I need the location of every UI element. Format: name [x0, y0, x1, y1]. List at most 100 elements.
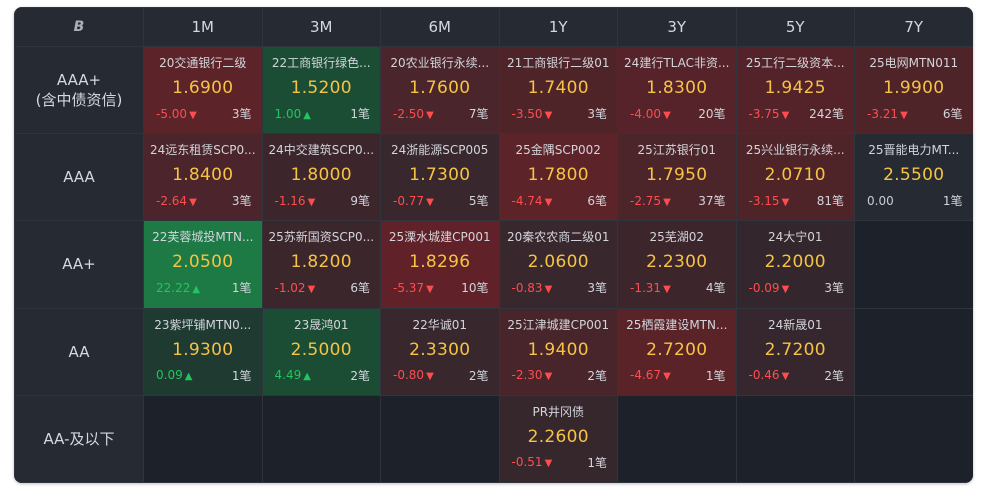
trade-count: 242笔: [809, 107, 844, 121]
bond-name[interactable]: 24中交建筑SCP0...: [268, 143, 375, 158]
bond-cell-aa-5y[interactable]: 24新晟01 2.7200 -0.46 ▼ 2笔: [735, 307, 855, 396]
bond-name[interactable]: 22华诚01: [412, 317, 468, 332]
yield-change-value: -0.46: [748, 368, 780, 383]
bond-name[interactable]: 20秦农农商二级01: [506, 230, 610, 245]
bond-cell-aaa-plus-7y[interactable]: 25电网MTN011 1.9900 -3.21 ▼ 6笔: [854, 45, 973, 135]
tenor-header-5y[interactable]: 5Y: [735, 7, 855, 47]
arrow-down-icon: ▼: [426, 283, 434, 295]
trade-count: 2笔: [350, 368, 370, 383]
tenor-header-3y[interactable]: 3Y: [617, 7, 737, 47]
rating-label-line: AAA: [63, 168, 95, 187]
bond-cell-aaa-1y[interactable]: 25金隅SCP002 1.7800 -4.74 ▼ 6笔: [498, 133, 618, 222]
bond-cell-aaa-plus-5y[interactable]: 25工行二级资本... 1.9425 -3.75 ▼ 242笔: [735, 45, 855, 135]
trade-count: 1笔: [231, 281, 252, 296]
bond-name[interactable]: 24新晟01: [767, 317, 823, 332]
rating-label-aaa: AAA: [14, 133, 144, 222]
bond-name[interactable]: 25苏新国资SCP0...: [268, 230, 375, 245]
bond-footer: -4.67 ▼ 1笔: [618, 367, 736, 384]
yield-change: -0.09 ▼: [749, 281, 790, 295]
yield-change-value: -4.67: [630, 368, 662, 383]
bond-cell-aa-6m[interactable]: 22华诚01 2.3300 -0.80 ▼ 2笔: [380, 307, 500, 396]
bond-name[interactable]: 20农业银行永续...: [390, 56, 490, 70]
rating-label-aa-plus: AA+: [14, 220, 144, 309]
bond-name[interactable]: 23紫坪铺MTN0...: [154, 317, 252, 332]
bond-footer: 0.09 ▲ 1笔: [144, 367, 262, 384]
bond-cell-aa-3y[interactable]: 25栖霞建设MTN... 2.7200 -4.67 ▼ 1笔: [617, 307, 737, 396]
bond-cell-aa-plus-3m[interactable]: 25苏新国资SCP0... 1.8200 -1.02 ▼ 6笔: [261, 220, 381, 309]
bond-cell-aa-1y[interactable]: 25江津城建CP001 1.9400 -2.30 ▼ 2笔: [498, 307, 618, 396]
rating-label-aa-minus-below: AA-及以下: [14, 394, 144, 483]
bond-name[interactable]: 23晟鸿01: [293, 317, 349, 332]
bond-name[interactable]: 22芙蓉城投MTN...: [152, 230, 254, 245]
yield-change: -0.83 ▼: [512, 281, 553, 295]
arrow-down-icon: ▼: [781, 371, 790, 383]
tenor-header-7y[interactable]: 7Y: [854, 7, 973, 47]
yield-change: -3.75 ▼: [749, 107, 790, 121]
bond-cell-aaa-3y[interactable]: 25江苏银行01 1.7950 -2.75 ▼ 37笔: [617, 133, 737, 222]
bond-name[interactable]: 25金隅SCP002: [515, 143, 601, 158]
bond-cell-aaa-7y[interactable]: 25晋能电力MT... 2.5500 0.00 1笔: [854, 133, 973, 222]
bond-cell-aaa-plus-6m[interactable]: 20农业银行永续... 1.7600 -2.50 ▼ 7笔: [380, 45, 500, 135]
trade-count: 9笔: [350, 194, 370, 209]
bond-cell-aa-1m[interactable]: 23紫坪铺MTN0... 1.9300 0.09 ▲ 1笔: [143, 307, 263, 396]
bond-name[interactable]: 24建行TLAC非资...: [624, 56, 730, 70]
bond-name[interactable]: 25电网MTN011: [869, 56, 959, 70]
bond-name[interactable]: 22工商银行绿色...: [271, 56, 371, 70]
arrow-down-icon: ▼: [189, 196, 197, 208]
tenor-header-1m[interactable]: 1M: [143, 7, 263, 47]
bond-yield: 1.9425: [764, 78, 826, 98]
bond-name[interactable]: PR井冈债: [532, 404, 585, 419]
bond-cell-aaa-plus-1y[interactable]: 21工商银行二级01 1.7400 -3.50 ▼ 3笔: [498, 45, 618, 135]
tenor-header-1y[interactable]: 1Y: [498, 7, 618, 47]
bond-cell-aaa-plus-3y[interactable]: 24建行TLAC非资... 1.8300 -4.00 ▼ 20笔: [617, 45, 737, 135]
bond-name[interactable]: 25兴业银行永续...: [745, 143, 845, 158]
trade-count: 1笔: [587, 455, 607, 470]
bond-name[interactable]: 25江苏银行01: [637, 143, 717, 158]
bond-name[interactable]: 25芜湖02: [649, 230, 705, 245]
rating-label-line: AA: [68, 342, 90, 361]
bond-yield: 1.8200: [290, 252, 352, 273]
bond-name[interactable]: 24浙能源SCP005: [391, 143, 489, 158]
rating-label-line: AAA+: [56, 71, 102, 90]
rating-row-aaa: AAA 24远东租赁SCP0... 1.8400 -2.64 ▼ 3笔 24中交建筑SCP0…: [14, 133, 973, 222]
bond-name[interactable]: 21工商银行二级01: [506, 56, 610, 70]
trade-count: 6笔: [587, 194, 607, 209]
bond-cell-aaa-1m[interactable]: 24远东租赁SCP0... 1.8400 -2.64 ▼ 3笔: [143, 133, 263, 222]
bond-name[interactable]: 24远东租赁SCP0...: [149, 143, 256, 158]
arrow-down-icon: ▼: [544, 109, 553, 121]
bond-cell-aa-plus-5y[interactable]: 24大宁01 2.2000 -0.09 ▼ 3笔: [735, 220, 855, 309]
bond-cell-aaa-5y[interactable]: 25兴业银行永续... 2.0710 -3.15 ▼ 81笔: [735, 133, 855, 222]
trade-count: 1笔: [942, 194, 963, 209]
bond-cell-aa-plus-1m[interactable]: 22芙蓉城投MTN... 2.0500 22.22 ▲ 1笔: [143, 220, 263, 309]
bond-name[interactable]: 25溧水城建CP001: [388, 230, 491, 245]
bond-cell-aaa-plus-3m[interactable]: 22工商银行绿色... 1.5200 1.00 ▲ 1笔: [261, 45, 381, 135]
bond-cell-aaa-6m[interactable]: 24浙能源SCP005 1.7300 -0.77 ▼ 5笔: [380, 133, 500, 222]
bond-cell-aaa-plus-1m[interactable]: 20交通银行二级 1.6900 -5.00 ▼ 3笔: [143, 45, 263, 135]
bond-name[interactable]: 25晋能电力MT...: [868, 143, 960, 158]
tenor-header-3m[interactable]: 3M: [261, 7, 381, 47]
trade-count: 20笔: [698, 107, 726, 121]
yield-change: 22.22 ▲: [156, 281, 200, 295]
bond-footer: -2.50 ▼ 7笔: [381, 105, 499, 122]
bond-name[interactable]: 25工行二级资本...: [745, 56, 845, 70]
bond-cell-aa-plus-3y[interactable]: 25芜湖02 2.2300 -1.31 ▼ 4笔: [617, 220, 737, 309]
bond-name[interactable]: 25江津城建CP001: [507, 317, 610, 332]
bond-footer: -0.46 ▼ 2笔: [737, 367, 855, 384]
bond-name[interactable]: 20交通银行二级: [159, 56, 247, 70]
bond-name[interactable]: 24大宁01: [767, 230, 823, 245]
bond-cell-aa-plus-6m[interactable]: 25溧水城建CP001 1.8296 -5.37 ▼ 10笔: [380, 220, 500, 309]
bond-footer: -2.75 ▼ 37笔: [618, 192, 736, 209]
tenor-header-6m[interactable]: 6M: [380, 7, 500, 47]
bond-footer: -5.37 ▼ 10笔: [381, 279, 499, 296]
trade-count: 6笔: [942, 107, 963, 121]
bond-name[interactable]: 25栖霞建设MTN...: [626, 317, 728, 332]
bond-yield: 1.7400: [527, 78, 589, 98]
bond-cell-aa-3m[interactable]: 23晟鸿01 2.5000 4.49 ▲ 2笔: [261, 307, 381, 396]
bond-cell-aa-minus-below-1y[interactable]: PR井冈债 2.2600 -0.51 ▼ 1笔: [498, 394, 618, 483]
bond-yield: 1.8300: [646, 78, 708, 98]
bond-cell-aa-plus-1y[interactable]: 20秦农农商二级01 2.0600 -0.83 ▼ 3笔: [498, 220, 618, 309]
bond-yield: 2.0500: [172, 252, 234, 273]
bond-cell-aaa-3m[interactable]: 24中交建筑SCP0... 1.8000 -1.16 ▼ 9笔: [261, 133, 381, 222]
trade-count: 7笔: [468, 107, 489, 121]
yield-change: -2.30 ▼: [512, 368, 553, 382]
